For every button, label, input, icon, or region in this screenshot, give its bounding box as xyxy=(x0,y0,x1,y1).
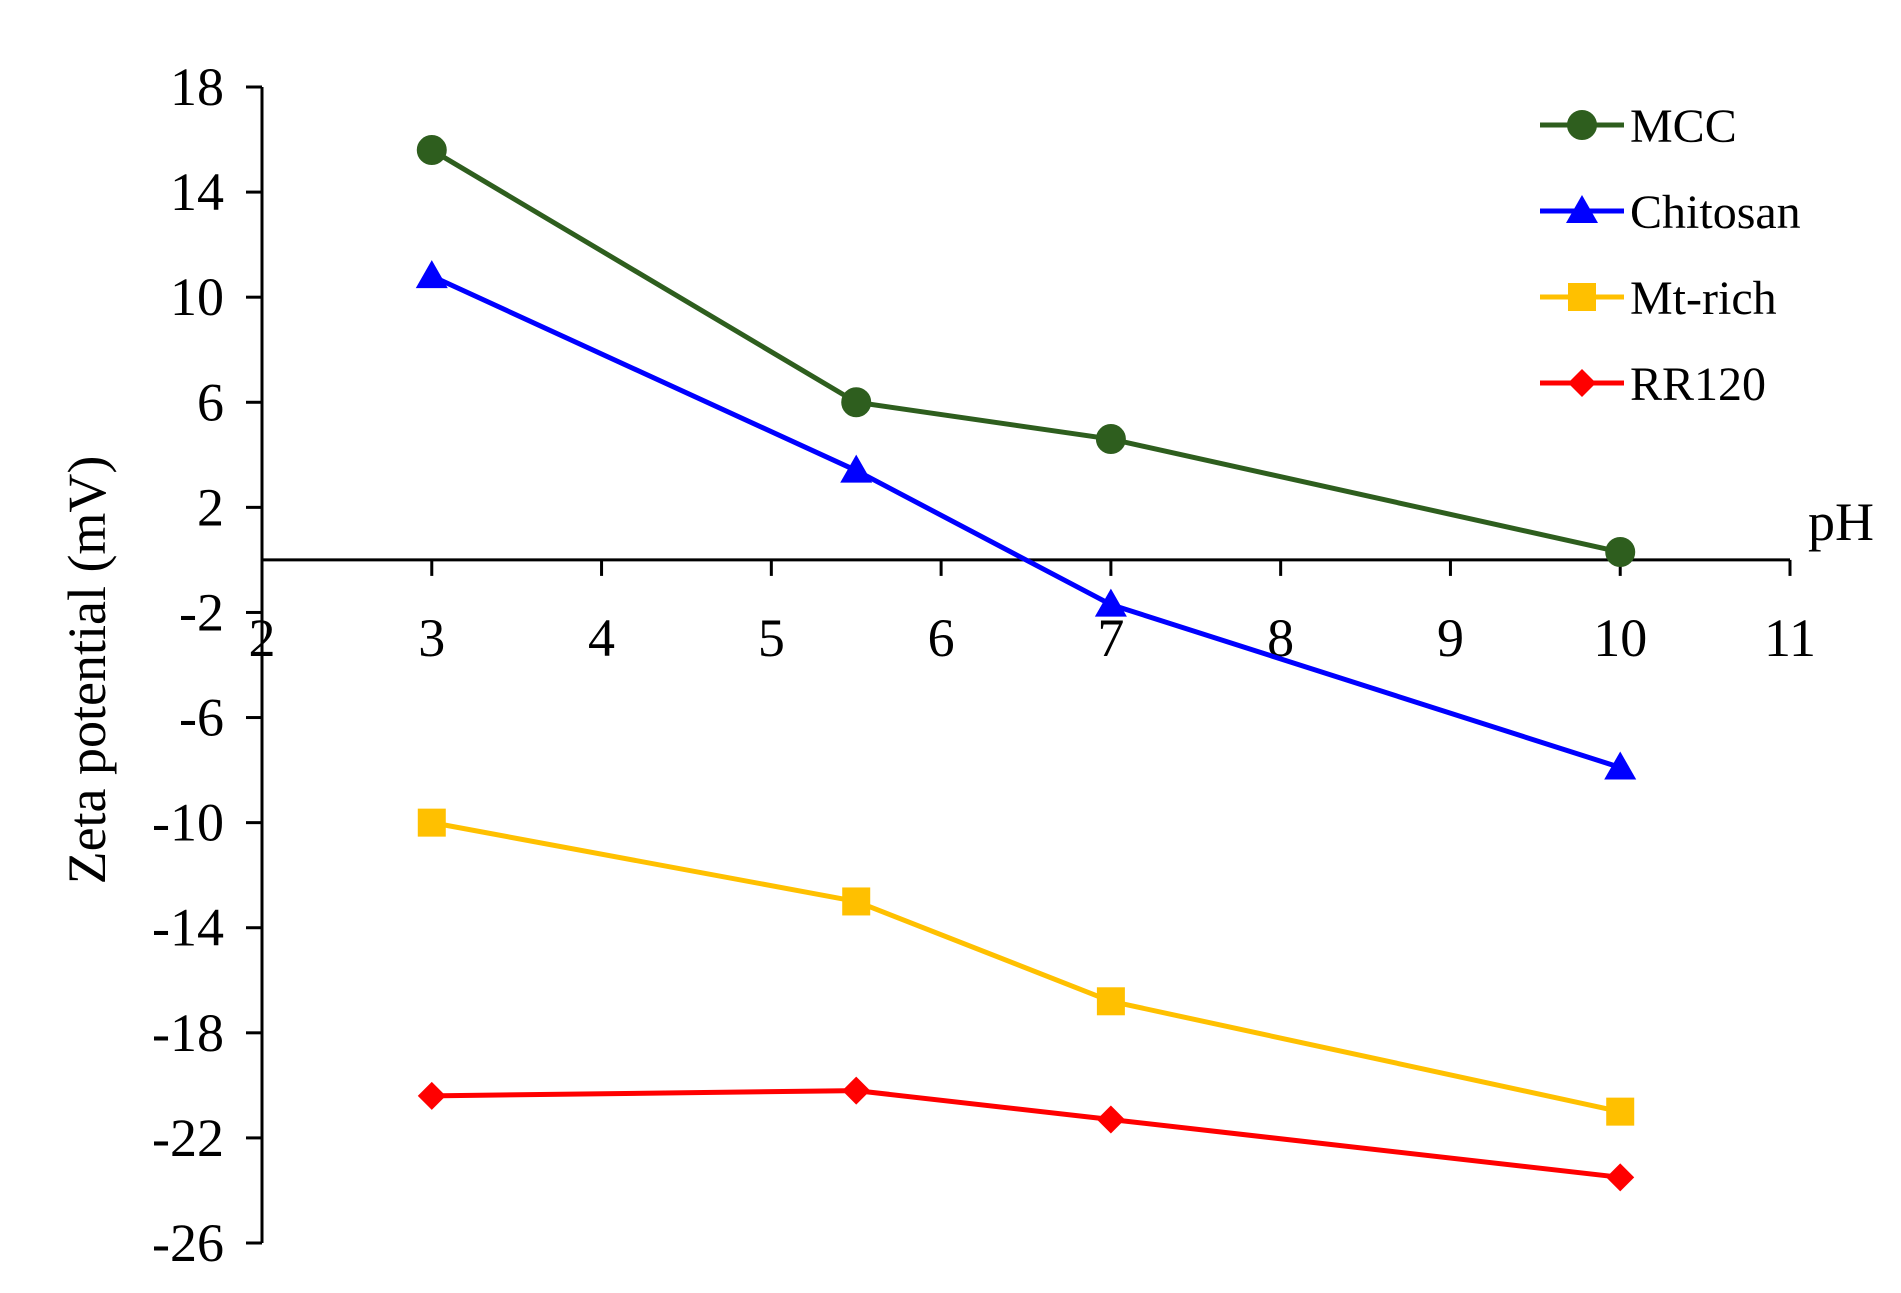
legend-item-chitosan: Chitosan xyxy=(1540,186,1801,239)
series-layer xyxy=(415,135,1637,1192)
series-line-chitosan xyxy=(430,273,1621,770)
data-point-rr120 xyxy=(1606,1163,1635,1192)
data-point-mcc xyxy=(1095,424,1126,455)
series-line-mcc xyxy=(430,147,1621,555)
y-tick-label: 18 xyxy=(170,57,224,117)
y-tick-label: -14 xyxy=(152,898,224,958)
data-point-mt-rich xyxy=(417,808,446,837)
legend-label-chitosan: Chitosan xyxy=(1630,186,1801,239)
series-mcc xyxy=(416,135,1636,568)
data-point-mcc xyxy=(841,387,872,418)
legend-marker-rr120 xyxy=(1568,369,1596,397)
y-tick-label: 14 xyxy=(170,162,224,222)
series-mt-rich xyxy=(417,808,1635,1126)
y-tick-label: -10 xyxy=(152,793,224,853)
data-point-rr120 xyxy=(1096,1105,1125,1134)
series-rr120 xyxy=(417,1076,1635,1192)
y-tick-label: -6 xyxy=(179,688,224,748)
x-tick-label: 4 xyxy=(588,608,615,668)
data-point-mt-rich xyxy=(1606,1097,1635,1126)
series-line-mt-rich xyxy=(431,820,1621,1115)
data-point-rr120 xyxy=(417,1081,446,1110)
y-tick-label: 2 xyxy=(197,477,224,537)
data-point-mcc xyxy=(1605,537,1636,568)
y-axis-title: Zeta potential (mV) xyxy=(57,456,117,885)
data-point-mt-rich xyxy=(1096,987,1125,1016)
legend-label-rr120: RR120 xyxy=(1630,358,1766,411)
legend-item-rr120: RR120 xyxy=(1540,358,1766,411)
legend-marker-mcc xyxy=(1567,110,1597,140)
legend-item-mt-rich: Mt-rich xyxy=(1540,272,1777,325)
data-point-mt-rich xyxy=(842,887,871,916)
x-tick-label: 3 xyxy=(418,608,445,668)
series-line-rr120 xyxy=(431,1088,1621,1180)
data-point-rr120 xyxy=(842,1076,871,1105)
y-tick-label: -22 xyxy=(152,1108,224,1168)
data-point-mcc xyxy=(416,135,447,166)
legend: MCC Chitosan Mt-rich RR120 xyxy=(1540,100,1801,411)
legend-label-mcc: MCC xyxy=(1630,100,1737,153)
y-tick-label: -2 xyxy=(179,582,224,642)
x-tick-label: 11 xyxy=(1764,608,1816,668)
legend-label-mt-rich: Mt-rich xyxy=(1630,272,1777,325)
series-chitosan xyxy=(415,260,1637,780)
y-tick-label: -26 xyxy=(152,1213,224,1273)
x-axis-title: pH xyxy=(1808,492,1874,552)
x-tick-label: 6 xyxy=(928,608,955,668)
data-point-chitosan xyxy=(415,260,448,289)
data-point-chitosan xyxy=(1094,588,1127,617)
y-tick-label: -18 xyxy=(152,1003,224,1063)
legend-item-mcc: MCC xyxy=(1540,100,1737,153)
x-tick-label: 5 xyxy=(758,608,785,668)
x-tick-label: 10 xyxy=(1593,608,1647,668)
legend-marker-mt-rich xyxy=(1568,283,1596,311)
legend-marker-chitosan xyxy=(1566,195,1598,223)
data-point-chitosan xyxy=(840,454,873,483)
y-tick-label: 6 xyxy=(197,372,224,432)
x-tick-label: 2 xyxy=(249,608,276,668)
x-tick-label: 7 xyxy=(1097,608,1124,668)
y-tick-label: 10 xyxy=(170,267,224,327)
x-tick-label: 9 xyxy=(1437,608,1464,668)
data-point-chitosan xyxy=(1604,751,1637,780)
